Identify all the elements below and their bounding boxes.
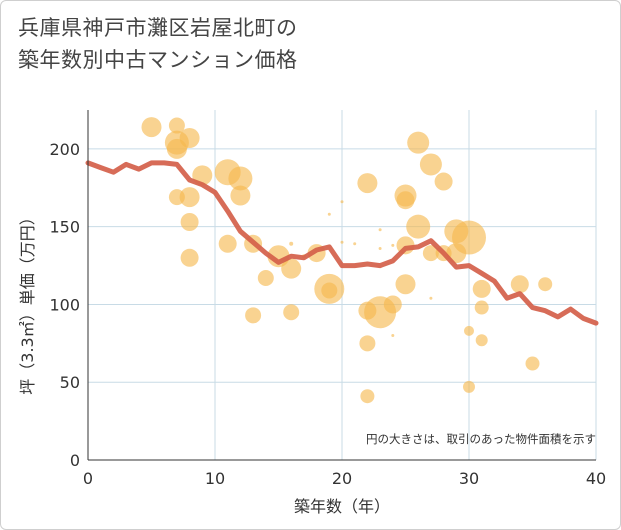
y-tick-label: 50 (60, 373, 80, 392)
data-bubble (434, 172, 453, 191)
data-bubble (340, 200, 344, 204)
data-bubble (396, 191, 415, 210)
x-tick-label: 0 (83, 469, 93, 488)
bubble-layer (141, 117, 553, 404)
data-bubble (472, 279, 491, 298)
data-bubble (395, 274, 416, 295)
data-bubble (383, 295, 402, 314)
data-bubble (463, 380, 475, 393)
data-bubble (179, 187, 200, 208)
data-bubble (419, 153, 442, 176)
data-bubble (289, 241, 294, 246)
y-tick-label: 100 (49, 295, 80, 314)
x-tick-label: 30 (459, 469, 479, 488)
x-tick-label: 20 (332, 469, 352, 488)
data-bubble (378, 228, 382, 232)
data-bubble (283, 304, 300, 321)
x-tick-label: 10 (205, 469, 225, 488)
data-bubble (422, 245, 439, 262)
y-tick-label: 200 (49, 140, 80, 159)
trend-line-layer (85, 160, 599, 326)
data-bubble (464, 325, 474, 336)
data-bubble (360, 389, 375, 404)
data-bubble (257, 270, 274, 286)
data-bubble (353, 242, 357, 246)
y-tick-label: 150 (49, 218, 80, 237)
data-bubble (406, 214, 431, 239)
average-price-line (85, 160, 599, 326)
data-bubble (538, 277, 553, 292)
x-tick-label: 40 (586, 469, 606, 488)
data-bubble (327, 212, 331, 216)
data-bubble (281, 258, 302, 279)
y-tick-label: 0 (70, 451, 80, 470)
data-bubble (475, 334, 488, 347)
axes: 0 50 100 150 200 0 10 20 30 40 (49, 110, 606, 488)
x-axis-label: 築年数（年） (294, 497, 390, 516)
data-bubble (429, 296, 433, 300)
data-bubble (359, 335, 376, 352)
data-bubble (166, 138, 187, 159)
chart-title: 兵庫県神戸市灘区岩屋北町の 築年数別中古マンション価格 (18, 16, 298, 72)
data-bubble (180, 213, 199, 231)
data-bubble (340, 240, 344, 244)
data-bubble (391, 334, 395, 338)
data-bubble (218, 234, 237, 253)
data-bubble (168, 117, 185, 134)
data-bubble (525, 356, 540, 371)
data-bubble (474, 300, 489, 315)
data-bubble (452, 220, 486, 255)
data-bubble (141, 117, 162, 138)
y-axis-label: 坪（3.3㎡）単価（万円） (18, 209, 37, 394)
data-bubble (407, 131, 430, 154)
data-bubble (321, 282, 338, 299)
data-bubble (510, 275, 529, 294)
data-bubble (228, 166, 253, 191)
data-bubble (245, 307, 262, 324)
data-bubble (357, 173, 378, 194)
size-note: 円の大きさは、取引のあった物件面積を示す (366, 432, 596, 446)
data-bubble (230, 185, 251, 206)
data-bubble (391, 243, 395, 247)
data-bubble (378, 246, 382, 250)
data-bubble (180, 248, 199, 267)
